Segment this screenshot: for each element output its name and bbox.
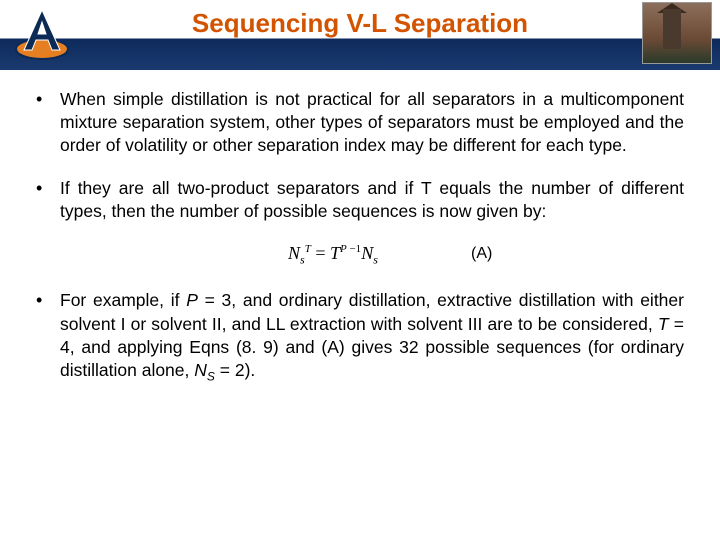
bullet-marker: • xyxy=(36,88,60,111)
slide-body: • When simple distillation is not practi… xyxy=(0,70,720,415)
bullet-item: • If they are all two-product separators… xyxy=(36,177,684,223)
bullet-list: • When simple distillation is not practi… xyxy=(36,88,684,223)
bullet-item: • For example, if P = 3, and ordinary di… xyxy=(36,289,684,385)
slide-title: Sequencing V-L Separation xyxy=(0,8,720,39)
bullet-marker: • xyxy=(36,177,60,200)
equation-label: (A) xyxy=(471,245,492,263)
bullet-text: If they are all two-product separators a… xyxy=(60,177,684,223)
bullet-marker: • xyxy=(36,289,60,312)
bullet-item: • When simple distillation is not practi… xyxy=(36,88,684,157)
bullet-list: • For example, if P = 3, and ordinary di… xyxy=(36,289,684,385)
equation-row: NsT = TP −1Ns (A) xyxy=(36,243,684,271)
slide-header: Sequencing V-L Separation xyxy=(0,0,720,70)
campus-photo xyxy=(642,2,712,64)
equation: NsT = TP −1Ns xyxy=(288,243,378,268)
bullet-text: When simple distillation is not practica… xyxy=(60,88,684,157)
bullet-text: For example, if P = 3, and ordinary dist… xyxy=(60,289,684,385)
